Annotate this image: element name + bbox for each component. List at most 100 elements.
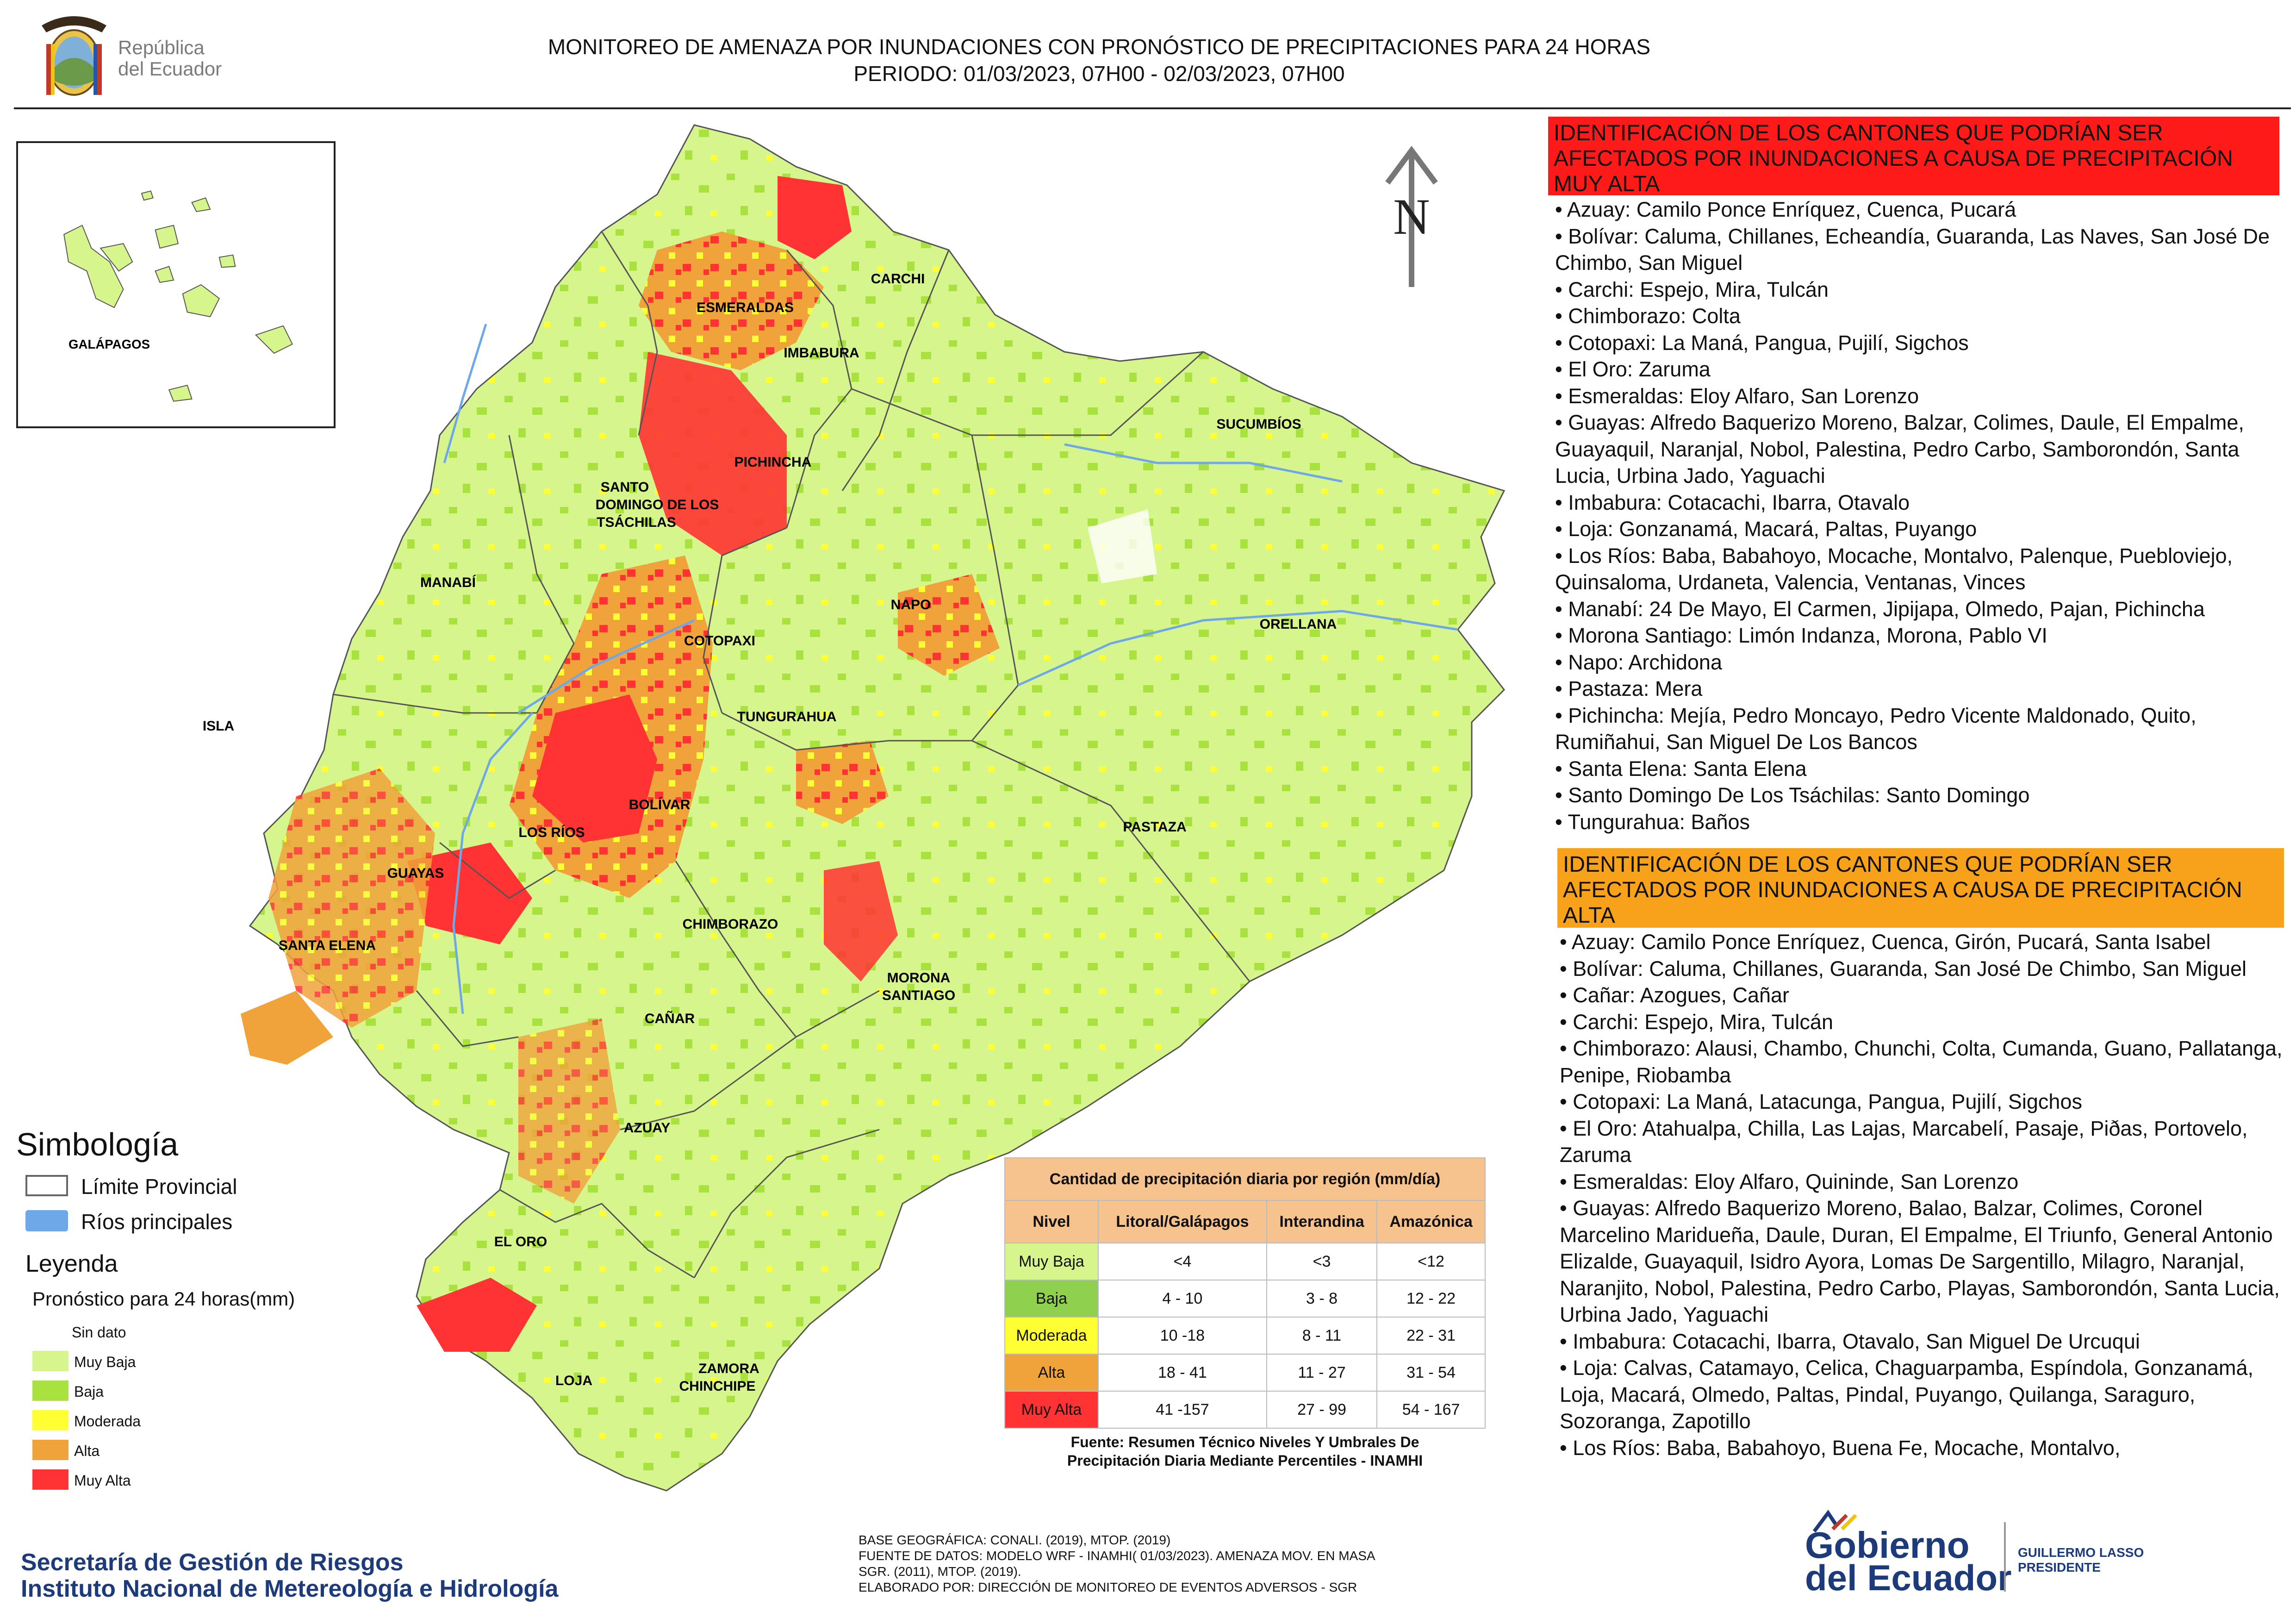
list-item: • El Oro: Atahualpa, Chilla, Las Lajas, …	[1560, 1116, 2248, 1167]
north-arrow-icon: N	[1385, 145, 1438, 287]
swatch-moderada	[32, 1410, 68, 1430]
label-el-oro: EL ORO	[494, 1234, 547, 1249]
zone-santa-elena	[241, 991, 333, 1065]
list-alta: • Azuay: Camilo Ponce Enríquez, Cuenca, …	[1560, 929, 2291, 1461]
label-imbabura: IMBABURA	[784, 345, 859, 361]
label-napo: NAPO	[891, 597, 931, 612]
pres-line-1: GUILLERMO LASSO	[2018, 1545, 2144, 1560]
list-item: • Cotopaxi: La Maná, Pangua, Pujilí, Sig…	[1555, 331, 1969, 355]
label-loja: LOJA	[555, 1373, 592, 1388]
label-zamora-2: CHINCHIPE	[679, 1379, 755, 1394]
credit-line-4: ELABORADO POR: DIRECCIÓN DE MONITOREO DE…	[859, 1580, 1357, 1594]
zone-los-rios	[407, 843, 532, 944]
leyenda-title: Leyenda	[25, 1250, 118, 1277]
coat-of-arms-icon	[42, 16, 106, 96]
rios-label: Ríos principales	[81, 1210, 233, 1234]
label-guayas: GUAYAS	[387, 866, 444, 881]
zone-napo	[898, 574, 1000, 676]
list-item: • Los Ríos: Baba, Babahoyo, Buena Fe, Mo…	[1560, 1436, 2121, 1460]
list-item: • Pastaza: Mera	[1555, 677, 1703, 700]
litoral-cell: 4 - 10	[1097, 1280, 1267, 1318]
list-item: • Chimborazo: Colta	[1555, 304, 1741, 328]
zone-esmeraldas-imbabura	[639, 231, 824, 370]
list-item: • Napo: Archidona	[1555, 650, 1722, 674]
label-tungurahua: TUNGURAHUA	[737, 709, 837, 725]
credit-line-1: BASE GEOGRÁFICA: CONALI. (2019), MTOP. (…	[859, 1533, 1171, 1547]
col-nivel: Nivel	[1004, 1200, 1099, 1243]
table-source: Fuente: Resumen Técnico Niveles Y Umbral…	[1004, 1433, 1486, 1470]
nivel-cell: Muy Baja	[1004, 1243, 1099, 1280]
label-los-rios: LOS RÍOS	[518, 824, 585, 840]
col-interandina: Interandina	[1266, 1200, 1378, 1243]
header-divider	[14, 107, 2291, 109]
republica-logo	[42, 16, 106, 96]
gobierno-logo: Gobierno del Ecuador GUILLERMO LASSO PRE…	[1796, 1508, 2259, 1601]
interandina-cell: 3 - 8	[1266, 1280, 1378, 1318]
label-santo-3: TSÁCHILAS	[597, 514, 676, 530]
table-row: Muy Alta 41 -157 27 - 99 54 - 167	[1004, 1391, 1486, 1429]
heading-muy-alta: IDENTIFICACIÓN DE LOS CANTONES QUE PODRÍ…	[1548, 117, 2279, 196]
label-santa-elena: SANTA ELENA	[279, 938, 376, 953]
table-source-line-2: Precipitación Diaria Mediante Percentile…	[1067, 1452, 1423, 1469]
galapagos-inset: GALÁPAGOS	[16, 141, 336, 428]
table-row: Alta 18 - 41 11 - 27 31 - 54	[1004, 1354, 1486, 1392]
swatch-baja	[32, 1380, 68, 1401]
list-item: • Cotopaxi: La Maná, Latacunga, Pangua, …	[1560, 1090, 2082, 1113]
zone-azuay	[518, 1018, 620, 1204]
litoral-cell: 41 -157	[1097, 1391, 1267, 1429]
list-item: • Imbabura: Cotacachi, Ibarra, Otavalo	[1555, 490, 1910, 514]
interandina-cell: 11 - 27	[1266, 1354, 1378, 1392]
list-item: • Tungurahua: Baños	[1555, 810, 1750, 834]
heading-alta: IDENTIFICACIÓN DE LOS CANTONES QUE PODRÍ…	[1557, 848, 2284, 928]
republica-text: República del Ecuador	[118, 37, 222, 80]
legend-baja: Baja	[74, 1383, 104, 1400]
limite-provincial-swatch	[25, 1175, 68, 1196]
label-chimborazo: CHIMBORAZO	[683, 917, 778, 932]
table-row: Baja 4 - 10 3 - 8 12 - 22	[1004, 1280, 1486, 1318]
table-caption: Cantidad de precipitación diaria por reg…	[1004, 1157, 1486, 1201]
list-item: • El Oro: Zaruma	[1555, 357, 1711, 381]
label-bolivar: BOLÍVAR	[629, 797, 691, 812]
label-santo-2: DOMINGO DE LOS	[596, 497, 719, 512]
zone-tungurahua	[796, 741, 889, 824]
label-manabi: MANABÍ	[420, 575, 476, 590]
galapagos-islands	[63, 190, 293, 402]
org-inamhi: Instituto Nacional de Metereología e Hid…	[21, 1575, 559, 1602]
list-item: • Santo Domingo De Los Tsáchilas: Santo …	[1555, 783, 2030, 807]
legend-moderada: Moderada	[74, 1413, 141, 1430]
precipitation-table: Cantidad de precipitación diaria por reg…	[1004, 1157, 1486, 1429]
gob-line-2: del Ecuador	[1805, 1557, 2012, 1598]
list-item: • Carchi: Espejo, Mira, Tulcán	[1560, 1010, 1833, 1034]
title-line-1: MONITOREO DE AMENAZA POR INUNDACIONES CO…	[548, 35, 1651, 59]
no-data-area	[1088, 509, 1157, 583]
org-sgr: Secretaría de Gestión de Riesgos	[21, 1549, 404, 1576]
litoral-cell: 10 -18	[1097, 1317, 1267, 1355]
litoral-cell: <4	[1097, 1243, 1267, 1280]
table-source-line-1: Fuente: Resumen Técnico Niveles Y Umbral…	[1070, 1434, 1419, 1450]
interandina-cell: 27 - 99	[1266, 1391, 1378, 1429]
label-esmeraldas: ESMERALDAS	[697, 300, 794, 315]
pres-line-2: PRESIDENTE	[2018, 1560, 2101, 1574]
list-item: • Bolívar: Caluma, Chillanes, Echeandía,…	[1555, 224, 2270, 275]
nivel-cell: Moderada	[1004, 1317, 1099, 1355]
zone-carchi	[778, 176, 852, 259]
pronostico-title: Pronóstico para 24 horas(mm)	[32, 1288, 295, 1310]
gob-divider	[2004, 1522, 2006, 1592]
rivers	[443, 324, 1458, 1014]
nivel-cell: Muy Alta	[1004, 1391, 1099, 1429]
label-zamora-1: ZAMORA	[698, 1361, 759, 1376]
label-santo-1: SANTO	[601, 480, 649, 495]
col-amazonica: Amazónica	[1376, 1200, 1486, 1243]
swatch-muy-alta	[32, 1469, 68, 1490]
interandina-cell: 8 - 11	[1266, 1317, 1378, 1355]
list-item: • Cañar: Azogues, Cañar	[1560, 983, 1790, 1007]
legend-sin-dato: Sin dato	[72, 1324, 126, 1341]
list-item: • Esmeraldas: Eloy Alfaro, San Lorenzo	[1555, 384, 1919, 408]
legend-muy-alta: Muy Alta	[74, 1472, 131, 1489]
amazonica-cell: 54 - 167	[1376, 1391, 1486, 1429]
zone-el-oro	[417, 1278, 537, 1352]
label-carchi: CARCHI	[871, 271, 925, 287]
legend-alta: Alta	[74, 1443, 100, 1459]
republica-line-1: República	[118, 37, 205, 58]
nivel-cell: Alta	[1004, 1354, 1099, 1392]
